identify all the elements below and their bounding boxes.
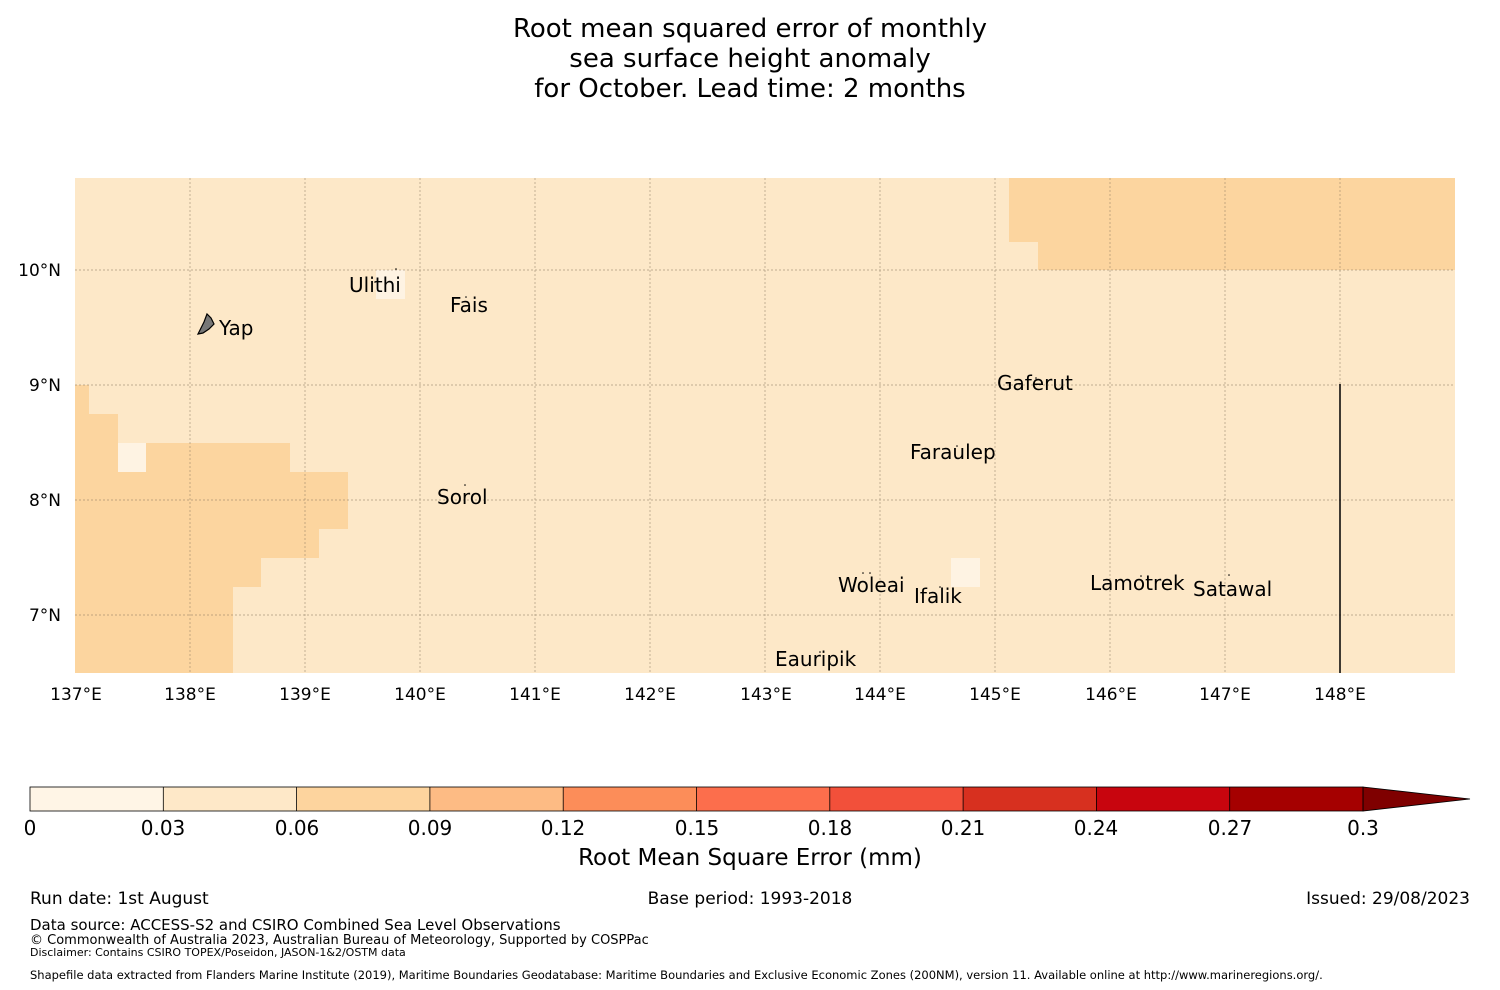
lon-label-146: 146°E [1085,685,1137,705]
region-top-right [1009,178,1455,270]
island-label-ifalik: Ifalik [914,584,962,608]
colorbar-segment-7 [963,787,1097,811]
colorbar-segment-6 [829,787,964,811]
shapefile-credit: Shapefile data extracted from Flanders M… [30,968,1323,982]
light-cell-ifalik [951,558,980,587]
colorbar-segment-5 [696,787,830,811]
colorbar-tick-2: 0.06 [275,816,320,840]
lon-label-137: 137°E [50,685,102,705]
colorbar-segment-3 [429,787,564,811]
light-cell-west [118,443,146,472]
island-label-gaferut: Gaferut [997,371,1073,395]
disclaimer: Disclaimer: Contains CSIRO TOPEX/Poseido… [30,946,406,959]
copyright: © Commonwealth of Australia 2023, Austra… [30,933,649,948]
issued-date: Issued: 29/08/2023 [1306,889,1470,909]
colorbar-tick-0: 0 [24,816,37,840]
island-label-eauripik: Eauripik [775,647,857,671]
colorbar-tick-9: 0.27 [1208,816,1253,840]
lat-label-10: 10°N [18,261,61,281]
lon-label-147: 147°E [1199,685,1251,705]
lon-label-145: 145°E [969,685,1021,705]
gridlines [75,178,1455,673]
light-cell-ulithi [376,270,405,299]
colorbar-tick-5: 0.15 [675,816,720,840]
lon-label-139: 139°E [279,685,331,705]
island-label-faraulep: Faraulep [910,440,996,464]
lat-label-7: 7°N [29,606,61,626]
colorbar-label: Root Mean Square Error (mm) [578,845,922,871]
colorbar-segment-4 [563,787,697,811]
lat-label-9: 9°N [29,376,61,396]
title-line-2: sea surface height anomaly [569,44,931,74]
colorbar-tick-7: 0.21 [941,816,986,840]
run-date: Run date: 1st August [30,889,209,909]
lon-label-143: 143°E [740,685,792,705]
colorbar-tick-3: 0.09 [408,816,453,840]
colorbar-segment-0 [30,787,164,811]
island-dots [374,268,1230,653]
colorbar-tick-10: 0.3 [1347,816,1379,840]
colorbar-tick-8: 0.24 [1074,816,1119,840]
lat-label-8: 8°N [29,491,61,511]
yap-island-shape [196,312,215,335]
island-label-yap: Yap [218,316,253,340]
colorbar-extend-arrow [1362,786,1471,812]
colorbar-segment-8 [1096,787,1230,811]
colorbar-segment-9 [1229,787,1363,811]
colorbar-tick-4: 0.12 [541,816,586,840]
lon-label-140: 140°E [394,685,446,705]
lon-label-148: 148°E [1314,685,1366,705]
lon-label-142: 142°E [624,685,676,705]
island-label-lamotrek: Lamotrek [1090,571,1185,595]
lon-label-138: 138°E [164,685,216,705]
colorbar-segment-1 [163,787,297,811]
chart-title: Root mean squared error of monthly sea s… [0,14,1500,104]
colorbar [29,786,1471,812]
colorbar-tick-6: 0.18 [808,816,853,840]
lon-label-144: 144°E [854,685,906,705]
island-label-satawal: Satawal [1193,577,1272,601]
rmse-map: Ulithi Fais Yap Gaferut Faraulep Sorol W… [18,178,1471,840]
island-label-fais: Fais [450,293,488,317]
island-label-sorol: Sorol [437,485,488,509]
island-label-ulithi: Ulithi [349,273,401,297]
colorbar-tick-1: 0.03 [141,816,186,840]
island-label-woleai: Woleai [838,573,905,597]
lon-label-141: 141°E [509,685,561,705]
title-line-1: Root mean squared error of monthly [512,14,988,44]
colorbar-segment-2 [296,787,430,811]
base-period: Base period: 1993-2018 [647,889,853,909]
data-source: Data source: ACCESS-S2 and CSIRO Combine… [30,916,561,934]
title-line-3: for October. Lead time: 2 months [534,74,966,104]
